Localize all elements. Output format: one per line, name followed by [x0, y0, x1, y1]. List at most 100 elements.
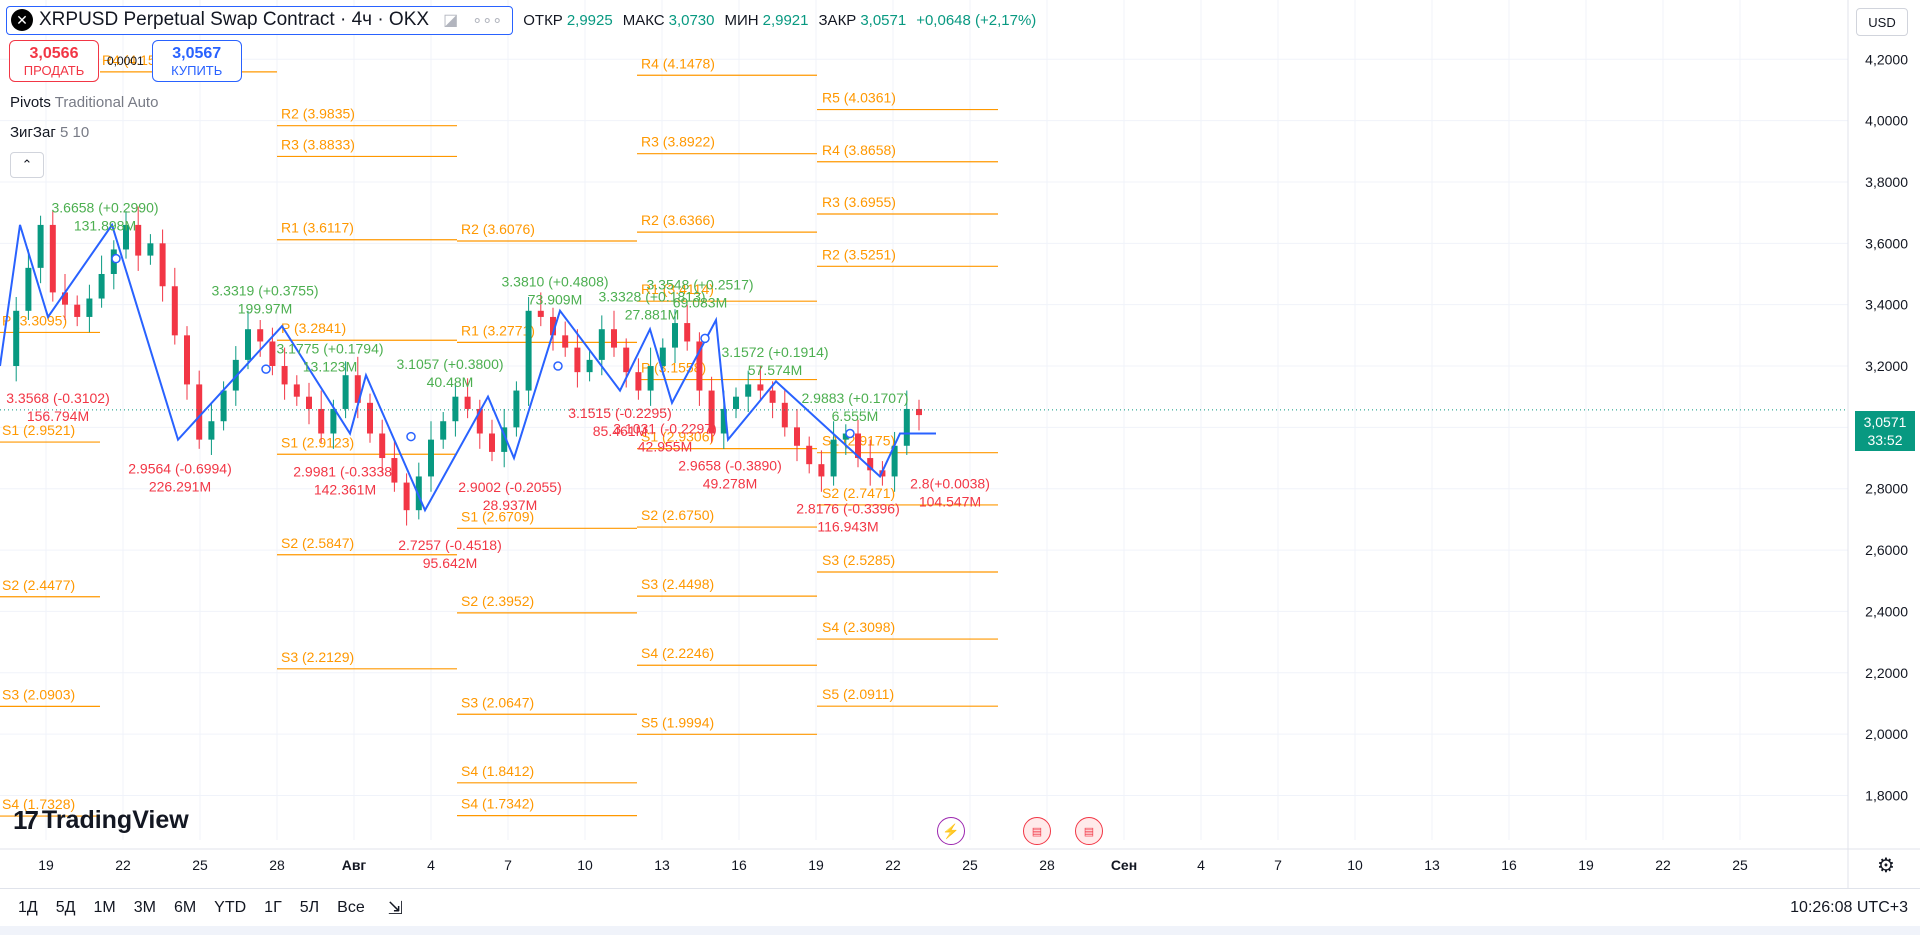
pivot-label: S4 (1.7328) — [2, 796, 75, 812]
pivot-label: S3 (2.0903) — [2, 686, 75, 702]
sell-button[interactable]: 3,0566 ПРОДАТЬ — [9, 40, 99, 82]
x-tick-label: Авг — [342, 857, 367, 873]
zigzag — [0, 222, 936, 513]
zigzag-label-price: 2.7257 (-0.4518) — [398, 537, 502, 553]
axis-settings-icon[interactable]: ⚙ — [1877, 855, 1895, 877]
event-us-flag-icon[interactable]: ▤ — [1075, 817, 1103, 845]
x-tick-label: 19 — [38, 857, 54, 873]
pivot-label: S1 (2.9123) — [281, 434, 354, 450]
candle-body — [867, 458, 874, 471]
pivot-label: S1 (2.9306) — [641, 429, 714, 445]
pivot-label: S5 (2.0911) — [822, 686, 894, 702]
currency-button[interactable]: USD — [1856, 8, 1908, 36]
timeframe-bar: 1Д 5Д 1М 3М 6М YTD 1Г 5Л Все ⇲ 10:26:08 … — [0, 888, 1920, 927]
candle-body — [159, 243, 166, 287]
open-label: ОТКР — [523, 11, 563, 29]
tf-5y[interactable]: 5Л — [299, 899, 320, 916]
indicator-zigzag[interactable]: ЗигЗаг 5 10 — [10, 124, 89, 141]
x-tick-label: 13 — [654, 857, 670, 873]
tf-6m[interactable]: 6М — [173, 899, 197, 916]
x-tick-label: 13 — [1424, 857, 1440, 873]
candle-body — [379, 433, 386, 459]
calendar-range-icon[interactable]: ⇲ — [387, 897, 403, 918]
pivot-label: S2 (2.6750) — [641, 507, 714, 523]
tf-all[interactable]: Все — [337, 899, 365, 916]
tradingview-logo[interactable]: 17 TradingView — [13, 805, 189, 836]
candle-body — [293, 384, 300, 397]
y-tick-label: 2,8000 — [1865, 481, 1908, 497]
candle-body — [903, 408, 910, 446]
candle-body — [330, 408, 337, 434]
y-tick-label: 3,4000 — [1865, 297, 1908, 313]
candle-body — [452, 396, 459, 422]
pivot-label: R1 (3.6117) — [281, 220, 354, 236]
low-value: 2,9921 — [762, 11, 809, 29]
zigzag-label-price: 2.9564 (-0.6994) — [128, 460, 232, 476]
x-tick-label: 25 — [192, 857, 208, 873]
candle-body — [196, 384, 203, 440]
y-tick-label: 1,8000 — [1865, 787, 1908, 803]
x-tick-label: 19 — [808, 857, 824, 873]
close-value: 3,0571 — [860, 11, 907, 29]
candle-body — [257, 329, 264, 342]
candle-body — [598, 329, 605, 360]
candle-body — [720, 408, 727, 434]
tradingview-mark-icon: 17 — [13, 805, 39, 835]
candle-body — [757, 384, 764, 391]
clock[interactable]: 10:26:08 UTC+3 — [1790, 899, 1908, 916]
pivot-label: R4 (4.1478) — [641, 55, 715, 71]
zigzag-marker — [261, 364, 271, 374]
zigzag-marker — [700, 333, 710, 344]
pivot-label: S5 (1.9994) — [641, 714, 714, 730]
zigzag-labels: 3.6658 (+0.2990) 131.898M 3.3319 (+0.3755)… — [6, 200, 990, 571]
close-label: ЗАКР — [818, 11, 857, 29]
pivot-label: S4 (1.8412) — [461, 763, 534, 779]
pivot-label: R2 (3.9835) — [281, 106, 355, 122]
zigzag-label-price: 3.1572 (+0.1914) — [721, 344, 828, 360]
zigzag-label-volume: 40.48M — [427, 374, 474, 390]
candle-body — [281, 366, 288, 385]
candle-body — [891, 445, 898, 477]
pivot-label: P (3.1558) — [641, 360, 706, 376]
tf-ytd[interactable]: YTD — [214, 899, 247, 916]
candle-body — [464, 396, 471, 409]
tf-5d[interactable]: 5Д — [55, 899, 76, 916]
ellipsis-icon[interactable]: ∘∘∘ — [472, 12, 503, 29]
buy-button[interactable]: 3,0567 КУПИТЬ — [151, 40, 242, 82]
countdown-value: 33:52 — [1867, 432, 1903, 448]
pivot-label: S4 (2.3098) — [822, 619, 895, 635]
sell-label: ПРОДАТЬ — [23, 62, 85, 78]
candle-body — [13, 310, 20, 367]
event-lightning-icon[interactable]: ⚡ — [937, 817, 965, 845]
pivot-label: S3 (2.0647) — [461, 694, 534, 710]
event-us-flag-icon[interactable]: ▤ — [1023, 817, 1051, 845]
pivot-label: S2 (2.3952) — [461, 593, 534, 609]
tf-1y[interactable]: 1Г — [264, 899, 282, 916]
candles — [0, 206, 1848, 526]
candle-body — [525, 310, 532, 391]
brand-name: TradingView — [41, 806, 189, 834]
symbol-box[interactable]: ✕ XRPUSD Perpetual Swap Contract · 4ч · … — [6, 5, 514, 35]
candle-body — [745, 384, 752, 397]
tf-1d[interactable]: 1Д — [18, 899, 38, 916]
indicator-pivots[interactable]: Pivots Traditional Auto — [10, 94, 158, 111]
candle-body — [184, 335, 190, 385]
candle-body — [916, 408, 922, 416]
zigzag-label-price: 3.1515 (-0.2295) — [568, 405, 672, 421]
collapse-legend-button[interactable]: ⌃ — [10, 152, 44, 178]
chart-area[interactable]: R4 (4.1590)R2 (3.9835)R3 (3.8833)R1 (3.6… — [0, 0, 1920, 888]
zigzag-label-volume: 27.881M — [625, 307, 679, 323]
candle-body — [684, 323, 691, 342]
bottom-strip — [0, 926, 1920, 935]
tf-3m[interactable]: 3М — [133, 899, 156, 916]
zigzag-label-price: 2.9883 (+0.1707) — [801, 390, 908, 406]
zigzag-label-volume: 73.909M — [528, 291, 582, 307]
candle-body — [489, 433, 495, 452]
flag-icon[interactable]: ◪ — [443, 12, 459, 29]
buy-label: КУПИТЬ — [171, 62, 223, 78]
candle-body — [123, 224, 129, 250]
pivot-label: R5 (4.0361) — [822, 90, 896, 106]
pivots-name: Pivots — [10, 94, 51, 111]
pivot-label: S3 (2.5285) — [822, 552, 895, 568]
tf-1m[interactable]: 1М — [93, 899, 116, 916]
